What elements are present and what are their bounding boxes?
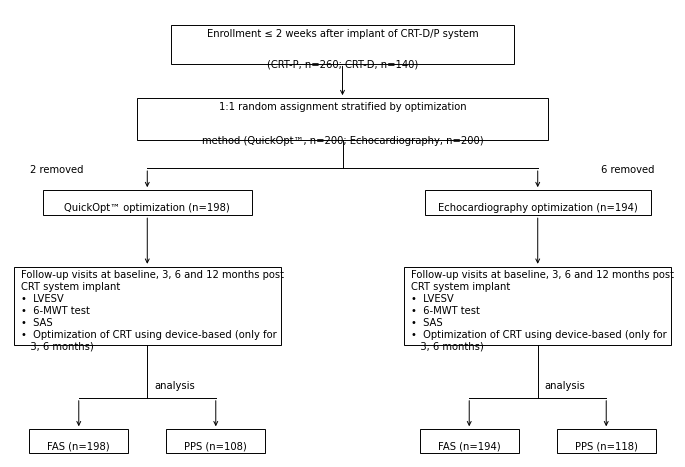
Text: •  6-MWT test: • 6-MWT test <box>21 306 90 316</box>
FancyBboxPatch shape <box>14 267 281 345</box>
FancyBboxPatch shape <box>42 190 251 215</box>
FancyBboxPatch shape <box>166 429 265 453</box>
FancyBboxPatch shape <box>171 25 514 64</box>
Text: Echocardiography optimization (n=194): Echocardiography optimization (n=194) <box>438 203 638 212</box>
Text: Enrollment ≤ 2 weeks after implant of CRT-D/P system: Enrollment ≤ 2 weeks after implant of CR… <box>207 29 478 39</box>
Text: 1:1 random assignment stratified by optimization: 1:1 random assignment stratified by opti… <box>219 102 466 112</box>
Text: PPS (n=118): PPS (n=118) <box>575 441 638 451</box>
Text: •  Optimization of CRT using device-based (only for: • Optimization of CRT using device-based… <box>21 330 276 340</box>
Text: analysis: analysis <box>545 382 585 391</box>
Text: CRT system implant: CRT system implant <box>411 282 510 292</box>
Text: FAS (n=198): FAS (n=198) <box>47 441 110 451</box>
FancyBboxPatch shape <box>29 429 129 453</box>
Text: 3, 6 months): 3, 6 months) <box>411 341 484 351</box>
Text: PPS (n=108): PPS (n=108) <box>184 441 247 451</box>
Text: •  Optimization of CRT using device-based (only for: • Optimization of CRT using device-based… <box>411 330 667 340</box>
Text: QuickOpt™ optimization (n=198): QuickOpt™ optimization (n=198) <box>64 203 230 212</box>
Text: 2 removed: 2 removed <box>30 165 84 176</box>
FancyBboxPatch shape <box>137 98 548 140</box>
Text: •  6-MWT test: • 6-MWT test <box>411 306 480 316</box>
Text: 3, 6 months): 3, 6 months) <box>21 341 93 351</box>
Text: (CRT-P, n=260; CRT-D, n=140): (CRT-P, n=260; CRT-D, n=140) <box>267 60 418 70</box>
Text: •  LVESV: • LVESV <box>21 294 63 304</box>
Text: •  LVESV: • LVESV <box>411 294 453 304</box>
FancyBboxPatch shape <box>404 267 671 345</box>
Text: •  SAS: • SAS <box>21 318 52 328</box>
FancyBboxPatch shape <box>419 429 519 453</box>
Text: analysis: analysis <box>154 382 195 391</box>
Text: Follow-up visits at baseline, 3, 6 and 12 months post: Follow-up visits at baseline, 3, 6 and 1… <box>21 270 284 280</box>
Text: •  SAS: • SAS <box>411 318 443 328</box>
FancyBboxPatch shape <box>425 190 651 215</box>
Text: CRT system implant: CRT system implant <box>21 282 120 292</box>
Text: FAS (n=194): FAS (n=194) <box>438 441 501 451</box>
FancyBboxPatch shape <box>556 429 656 453</box>
Text: Follow-up visits at baseline, 3, 6 and 12 months post: Follow-up visits at baseline, 3, 6 and 1… <box>411 270 674 280</box>
Text: 6 removed: 6 removed <box>601 165 655 176</box>
Text: method (QuickOpt™, n=200; Echocardiography, n=200): method (QuickOpt™, n=200; Echocardiograp… <box>201 136 484 146</box>
